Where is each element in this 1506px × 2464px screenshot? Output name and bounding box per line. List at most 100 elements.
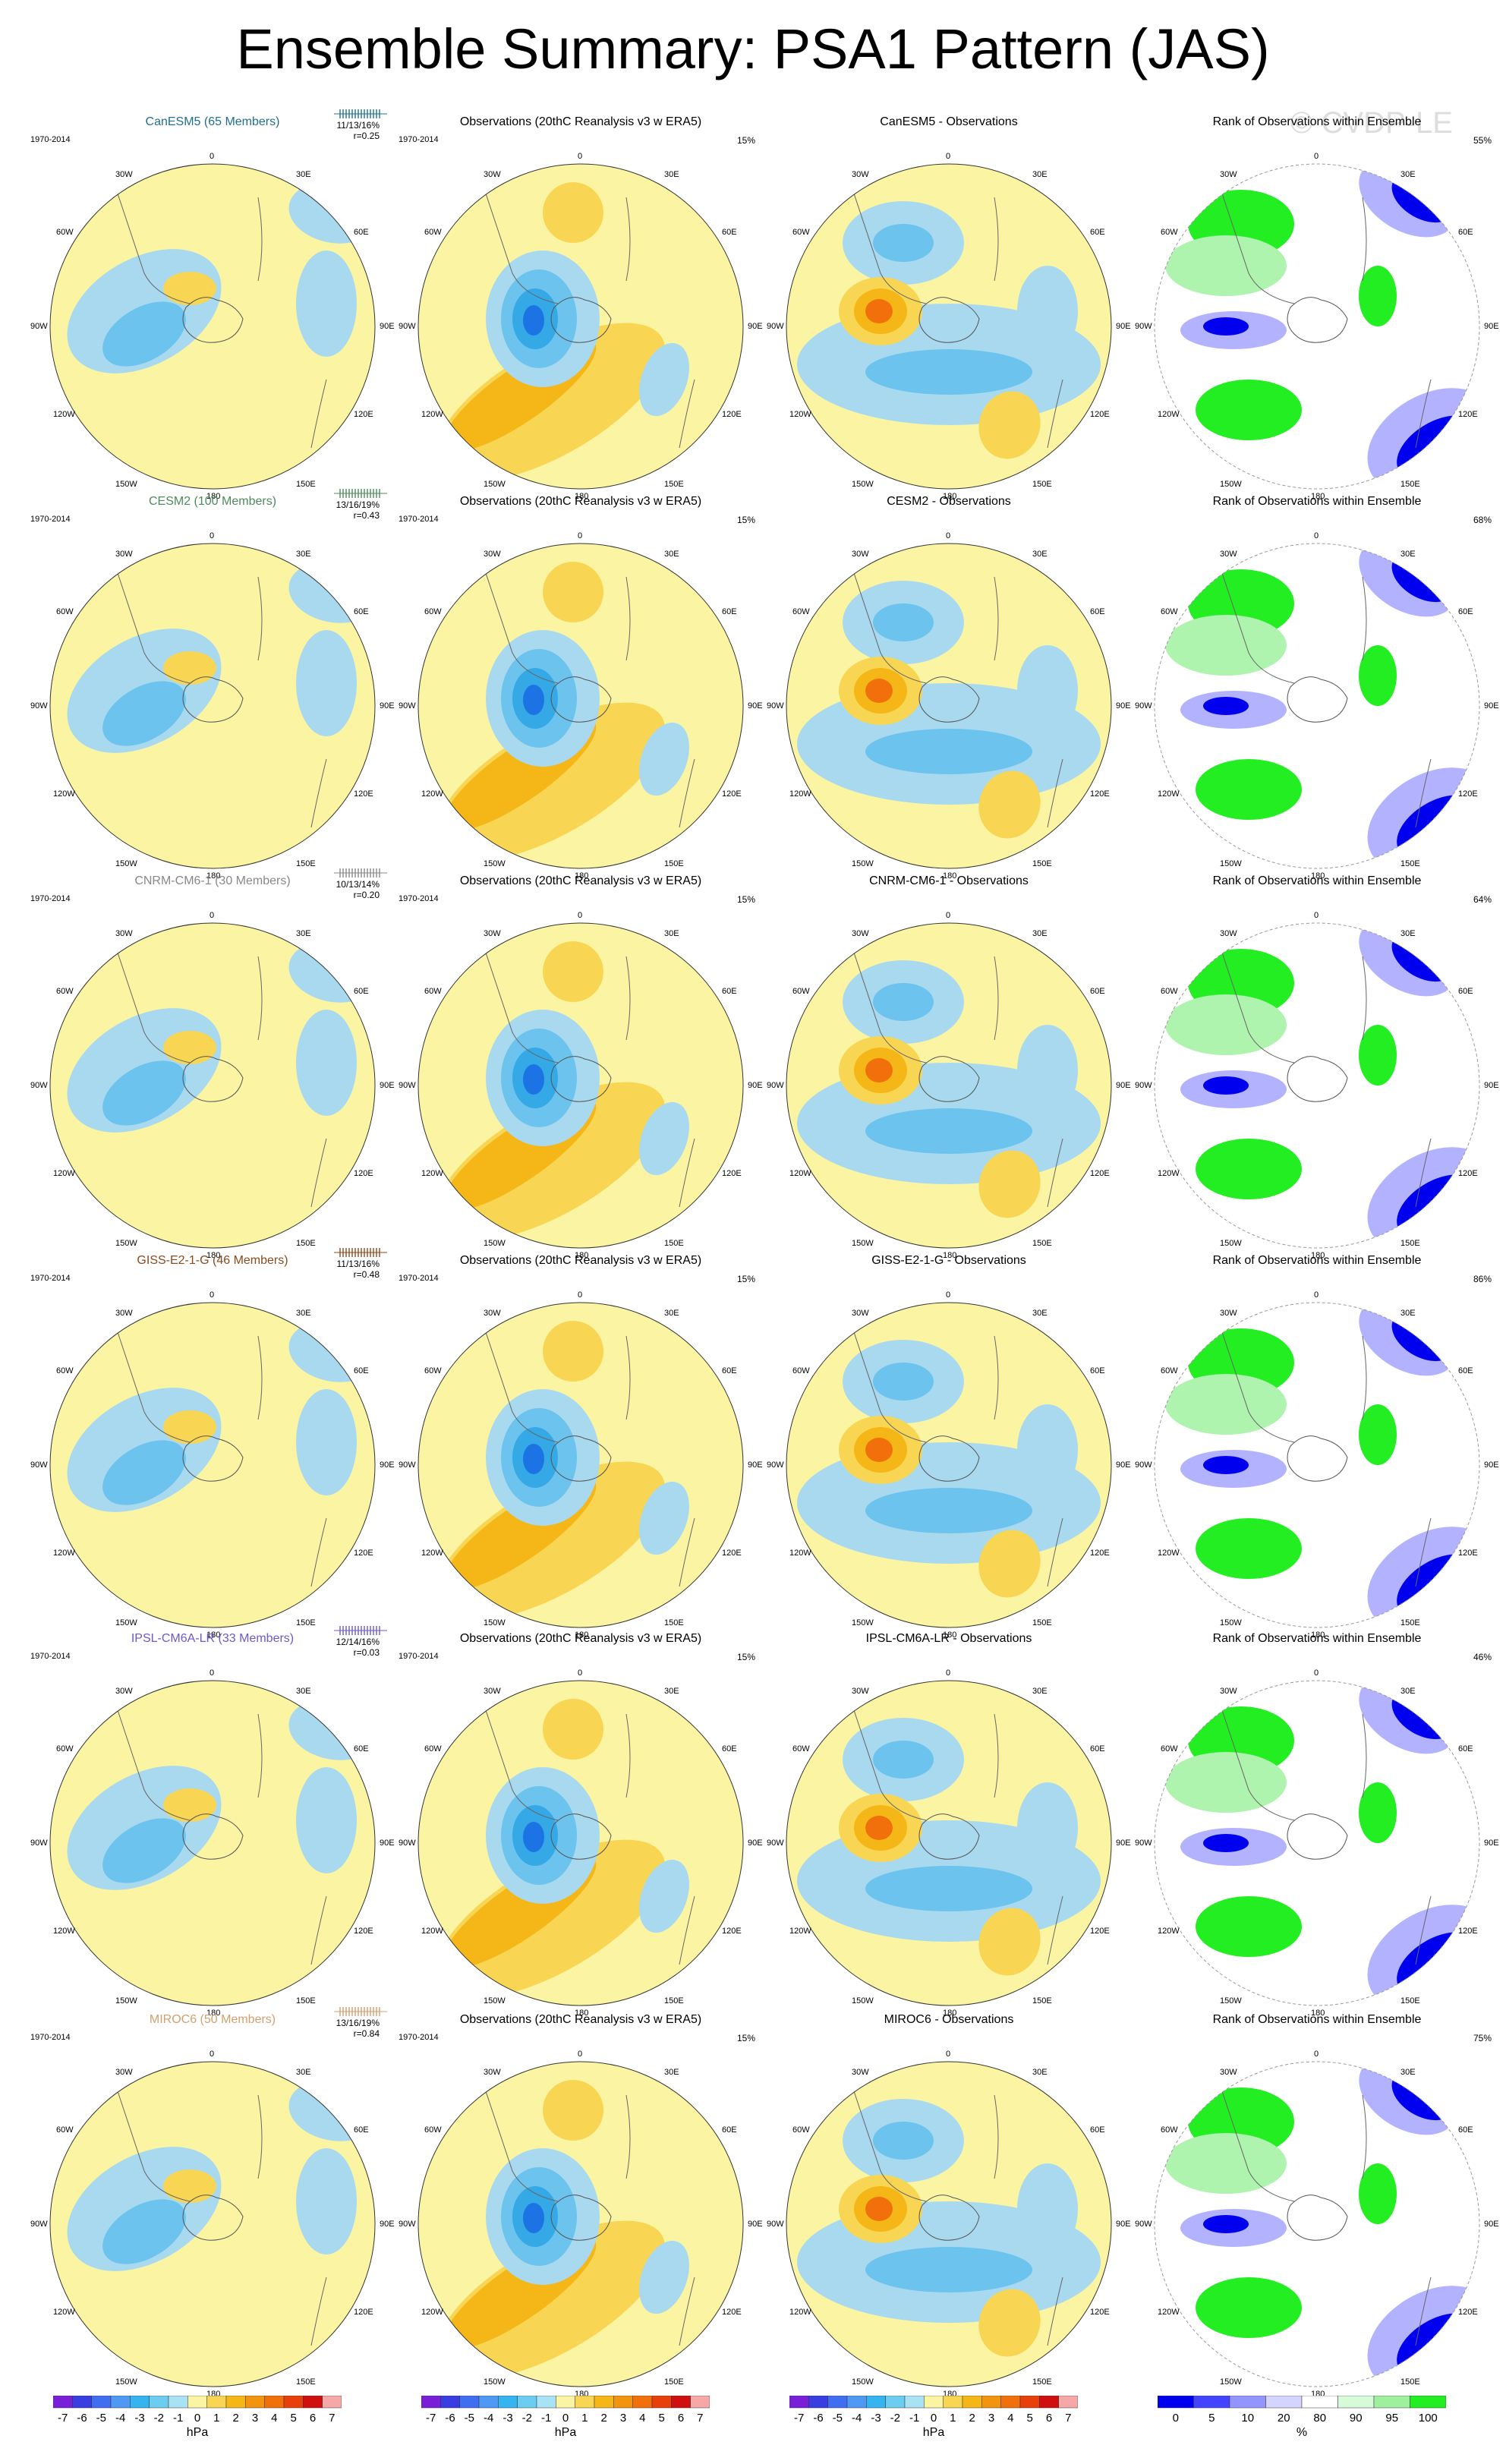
coastline (679, 1517, 695, 1587)
lon-label-ese: 120E (354, 1927, 373, 1936)
panel-title: CanESM5 (65 Members) (145, 115, 280, 128)
polar-map (417, 163, 744, 490)
coastline (849, 1320, 927, 1443)
colorbar-cell (943, 2395, 963, 2409)
lon-label-e: 90E (380, 2220, 395, 2229)
colorbar-tick-label: 3 (252, 2412, 258, 2425)
coastline (310, 2277, 327, 2346)
contour-region (978, 770, 1041, 839)
coastline (481, 181, 559, 304)
lon-label-ene: 60E (1458, 1366, 1473, 1375)
contour-region (102, 1440, 186, 1505)
lon-label-n: 0 (1314, 911, 1319, 920)
lon-label-w: 90W (767, 322, 784, 331)
obs-pct: 15% (736, 515, 755, 525)
coastline (1362, 197, 1367, 282)
colorbar-tick-label: -2 (154, 2412, 164, 2425)
panel-rank: Rank of Observations within Ensemble 64% 0… (1135, 874, 1499, 1275)
map-border (417, 1680, 744, 2006)
coastline (310, 379, 327, 449)
lon-label-nne: 30E (296, 550, 311, 559)
coastline (1047, 2277, 1063, 2346)
panel-title: Observations (20thC Reanalysis v3 w ERA5… (459, 1254, 702, 1267)
lon-label-nne: 30E (1400, 170, 1416, 179)
lon-label-ese: 120E (722, 1169, 742, 1178)
lon-label-sse: 150E (1032, 2377, 1052, 2387)
coastline (257, 1713, 263, 1798)
pc-spread-ticks (334, 2006, 387, 2018)
lon-label-sse: 150E (664, 2377, 684, 2387)
contour-region (865, 2197, 893, 2221)
polar-map (786, 1302, 1112, 1628)
coastline (1415, 758, 1432, 828)
colorbar-tick-label: -5 (465, 2412, 474, 2425)
lon-label-nnw: 30W (484, 170, 501, 179)
lon-label-n: 0 (946, 531, 951, 540)
stats-label: 11/13/16% r=0.25 (337, 120, 380, 141)
lon-label-nnw: 30W (484, 929, 501, 938)
pc-spread-ticks (334, 487, 387, 499)
lon-label-e: 90E (748, 1081, 763, 1090)
lon-label-sse: 150E (664, 859, 684, 868)
contour-region (1359, 1782, 1397, 1843)
colorbar-swatches: -7 -6 -5 -4 -3 -2 -1 0 1 2 3 4 5 6 7 (52, 2395, 342, 2425)
contour-region (978, 1908, 1041, 1976)
lon-label-s: 180 (575, 1631, 589, 1640)
contour-region (865, 349, 1032, 395)
lon-label-nne: 30E (1032, 170, 1048, 179)
colorbar-unit: hPa (554, 2426, 577, 2439)
lon-label-sse: 150E (296, 859, 316, 868)
lon-label-wnw: 60W (56, 1744, 74, 1753)
coastline (481, 1698, 559, 1821)
contour-region (978, 1150, 1041, 1218)
period-label: 1970-2014 (30, 515, 71, 524)
lon-label-nne: 30E (296, 929, 311, 938)
colorbar-tick-label: 4 (639, 2412, 645, 2425)
colorbar-swatches: -7 -6 -5 -4 -3 -2 -1 0 1 2 3 4 5 6 7 (421, 2395, 710, 2425)
panel-obs: Observations (20thC Reanalysis v3 w ERA5… (399, 115, 763, 516)
colorbar-cell (264, 2395, 285, 2409)
antarctica-outline (918, 1056, 980, 1102)
contour-region (873, 224, 934, 262)
coastline (1415, 2277, 1432, 2346)
contour-region (1165, 1752, 1287, 1813)
colorbar-tick-label: 5 (290, 2412, 296, 2425)
lon-label-ssw: 150W (1220, 2377, 1242, 2387)
period-label: 1970-2014 (30, 894, 71, 903)
lon-label-wsw: 120W (1158, 1169, 1180, 1178)
lon-label-nne: 30E (664, 2068, 679, 2077)
map-border (417, 163, 744, 490)
lon-label-e: 90E (380, 1460, 395, 1470)
colorbar-tick-label: -3 (871, 2412, 881, 2425)
contour-region (523, 305, 544, 336)
lon-label-nne: 30E (1032, 550, 1048, 559)
lon-label-w: 90W (399, 1839, 416, 1848)
coastline (1047, 379, 1063, 449)
lon-label-n: 0 (578, 531, 583, 540)
lon-label-sse: 150E (1032, 1239, 1052, 1248)
contour-region (639, 1859, 689, 1933)
contour-region (102, 2199, 186, 2264)
colorbar-cell (187, 2395, 207, 2409)
obs-pct: 15% (736, 894, 755, 905)
lon-label-sse: 150E (664, 1996, 684, 2006)
lon-label-ssw: 150W (484, 1996, 506, 2006)
contour-region (873, 983, 934, 1021)
lon-label-nne: 30E (1032, 1309, 1048, 1318)
lon-label-n: 0 (1314, 531, 1319, 540)
lon-label-e: 90E (1116, 322, 1131, 331)
antarctica-outline (550, 1056, 612, 1102)
lon-label-ese: 120E (722, 1927, 742, 1936)
antarctica-outline (182, 1056, 244, 1102)
coastline (113, 941, 191, 1063)
lon-label-sse: 150E (1032, 859, 1052, 868)
lon-label-nne: 30E (664, 170, 679, 179)
lon-label-n: 0 (578, 1290, 583, 1300)
lon-label-sse: 150E (296, 480, 316, 489)
lon-label-nne: 30E (664, 550, 679, 559)
lon-label-wsw: 120W (1158, 1549, 1180, 1558)
lon-label-w: 90W (30, 2220, 48, 2229)
lon-label-ese: 120E (1090, 410, 1110, 419)
coastline (625, 576, 631, 661)
colorbar-cell (651, 2395, 672, 2409)
